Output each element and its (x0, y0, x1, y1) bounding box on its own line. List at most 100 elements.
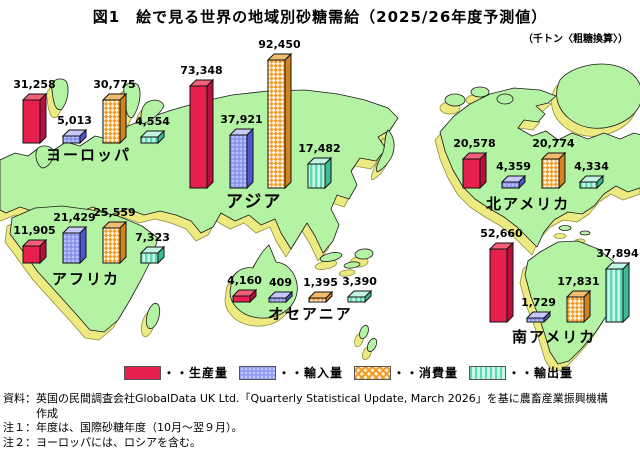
value-label-africa-import: 21,429 (53, 211, 95, 224)
bar-north-america-consumption: 20,774 (532, 137, 575, 190)
value-label-asia-production: 73,348 (180, 64, 222, 77)
bar-side-europe-consumption (119, 92, 127, 145)
value-label-north-america-import: 4,359 (496, 160, 531, 173)
bar-africa-import: 21,429 (53, 211, 96, 265)
bar-oceania-consumption: 1,395 (303, 276, 338, 304)
bar-asia-production: 73,348 (180, 64, 223, 190)
value-label-oceania-import: 409 (269, 276, 292, 289)
bar-front-south-america-consumption (566, 296, 585, 323)
bar-side-asia-export (324, 156, 332, 190)
legend-item-export: ・・輸出量 (469, 364, 573, 381)
value-label-europe-import: 5,013 (57, 114, 92, 127)
bar-south-america-production: 52,660 (480, 227, 523, 324)
bar-africa-production: 11,905 (13, 224, 56, 265)
legend-swatch-consumption (354, 365, 392, 380)
bar-front-north-america-production (462, 158, 481, 189)
note-2: 注２：ヨーロッパには、ロシアを含む。 (3, 435, 201, 449)
value-label-north-america-export: 4,334 (574, 160, 609, 173)
region-label-south-america: 南アメリカ (512, 328, 596, 346)
bar-front-north-america-import (501, 181, 520, 189)
bar-front-asia-consumption (267, 59, 286, 189)
bar-south-america-import: 1,729 (521, 296, 556, 324)
bar-europe-production: 31,258 (13, 78, 56, 145)
bar-front-north-america-consumption (541, 158, 560, 189)
legend-label-consumption: ・・消費量 (393, 366, 459, 380)
value-label-north-america-production: 20,578 (453, 137, 495, 150)
bar-front-oceania-import (268, 297, 287, 303)
bar-side-asia-import (246, 127, 254, 190)
legend: ・・生産量 ・・輸入量 ・・消費量 ・・輸出量 (124, 364, 573, 381)
bar-oceania-import: 409 (267, 276, 294, 304)
bar-front-asia-import (229, 134, 248, 189)
bar-side-africa-consumption (119, 220, 127, 265)
legend-label-production: ・・生産量 (163, 366, 229, 380)
legend-swatch-production (124, 365, 161, 380)
bar-north-america-production: 20,578 (453, 137, 496, 190)
bar-front-asia-export (307, 163, 326, 189)
value-label-europe-export: 4,554 (135, 115, 170, 128)
value-label-asia-consumption: 92,450 (258, 38, 301, 51)
note-1: 注１：年度は、国際砂糖年度（10月～翌９月）。 (3, 421, 243, 434)
bar-front-africa-export (140, 252, 159, 264)
value-label-oceania-consumption: 1,395 (303, 276, 338, 289)
bar-side-north-america-production (479, 151, 487, 190)
bar-front-africa-production (22, 245, 41, 264)
bar-africa-consumption: 25,559 (93, 206, 136, 265)
bar-oceania-production: 4,160 (227, 274, 262, 304)
value-label-north-america-consumption: 20,774 (532, 137, 575, 150)
bar-north-america-export: 4,334 (574, 160, 609, 190)
bars-layer: 31,258 5,013 30,775 4,554 ヨーロッパ 73,348 37,921 9… (13, 38, 639, 346)
value-label-asia-export: 17,482 (298, 142, 340, 155)
bar-south-america-consumption: 17,831 (557, 275, 600, 324)
value-label-oceania-export: 3,390 (342, 275, 377, 288)
value-label-africa-consumption: 25,559 (93, 206, 135, 219)
bar-side-south-america-export (622, 261, 630, 324)
footer-notes: 資料：英国の民間調査会社GlobalData UK Ltd.「Quarterly… (3, 392, 637, 450)
bar-front-oceania-consumption (308, 297, 327, 303)
value-label-europe-consumption: 30,775 (93, 78, 135, 91)
bar-front-south-america-import (526, 317, 545, 323)
legend-swatch-import (239, 365, 277, 380)
legend-item-production: ・・生産量 (124, 364, 228, 381)
region-label-asia: アジア (226, 192, 282, 212)
value-label-oceania-production: 4,160 (227, 274, 262, 287)
legend-swatch-export (469, 365, 507, 380)
region-label-africa: アフリカ (52, 270, 120, 288)
bar-europe-import: 5,013 (57, 114, 92, 145)
region-label-north-america: 北アメリカ (486, 195, 570, 213)
bar-asia-export: 17,482 (298, 142, 341, 190)
bar-asia-import: 37,921 (220, 113, 263, 190)
bar-front-europe-import (62, 135, 81, 144)
bar-front-europe-production (22, 99, 41, 144)
bar-europe-consumption: 30,775 (93, 78, 136, 145)
source-line-2: 作成 (36, 406, 58, 420)
bar-front-asia-production (189, 85, 208, 189)
chart-title: 図1 絵で見る世界の地域別砂糖需給（2025/26年度予測値） (92, 8, 548, 26)
bar-front-oceania-production (232, 295, 251, 303)
bar-side-asia-consumption (284, 52, 292, 190)
region-label-oceania: オセアニア (268, 305, 353, 323)
bar-oceania-export: 3,390 (342, 275, 377, 304)
value-label-south-america-export: 37,894 (596, 247, 639, 260)
bar-africa-export: 7,323 (135, 231, 170, 265)
bar-side-asia-production (206, 78, 214, 190)
value-label-europe-production: 31,258 (13, 78, 55, 91)
bar-front-oceania-export (347, 296, 366, 303)
legend-label-export: ・・輸出量 (508, 366, 574, 380)
bar-front-north-america-export (579, 181, 598, 189)
value-label-africa-export: 7,323 (135, 231, 170, 244)
bar-front-europe-export (140, 136, 159, 144)
value-label-africa-production: 11,905 (13, 224, 55, 237)
bar-side-south-america-consumption (583, 289, 591, 324)
bar-front-south-america-production (489, 248, 508, 323)
bar-south-america-export: 37,894 (596, 247, 639, 324)
bar-europe-export: 4,554 (135, 115, 170, 145)
value-label-south-america-consumption: 17,831 (557, 275, 599, 288)
legend-item-import: ・・輸入量 (239, 364, 343, 381)
bar-front-south-america-export (605, 268, 624, 323)
bar-front-europe-consumption (102, 99, 121, 144)
region-label-europe: ヨーロッパ (46, 146, 131, 164)
bar-front-africa-consumption (102, 227, 121, 264)
